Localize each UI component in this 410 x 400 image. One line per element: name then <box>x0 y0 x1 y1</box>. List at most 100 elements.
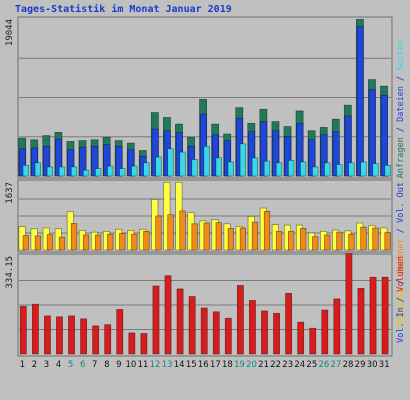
rechner-bar <box>34 235 41 251</box>
seiten-bar <box>239 143 246 177</box>
seiten-bar <box>300 161 307 177</box>
dateien-bar <box>224 140 232 177</box>
legend-entry: Anfragen <box>396 137 406 178</box>
dateien-bar <box>43 146 51 177</box>
volumen-bar <box>224 317 232 355</box>
seiten-bar <box>384 164 391 177</box>
y-max-label-volume: 334.15 <box>5 256 15 289</box>
rechner-bar <box>95 234 102 251</box>
day-label: 31 <box>379 360 390 370</box>
day-label: 7 <box>92 360 97 370</box>
legend-entry: / <box>396 71 406 86</box>
seiten-bar <box>215 157 222 177</box>
volumen-bar <box>285 292 293 355</box>
legend-entry: Vol. Out <box>396 182 406 223</box>
volumen-bar <box>273 312 280 355</box>
rechner-bar <box>179 210 186 251</box>
seiten-bar <box>58 166 66 177</box>
day-label: 8 <box>104 360 109 370</box>
volumen-bar <box>188 296 196 355</box>
day-label: 23 <box>282 360 293 370</box>
rechner-bar <box>384 232 391 251</box>
rechner-bar <box>119 233 126 251</box>
seiten-bar <box>179 151 186 177</box>
day-label: 20 <box>246 360 257 370</box>
volumen-bar <box>249 300 256 355</box>
day-label: 27 <box>331 360 342 370</box>
seiten-bar <box>95 168 102 177</box>
day-label: 9 <box>116 360 121 370</box>
volumen-bar <box>31 303 39 355</box>
rechner-bar <box>312 236 319 251</box>
rechner-bar <box>372 227 379 251</box>
seiten-bar <box>22 164 29 177</box>
volumen-bar <box>321 309 329 355</box>
rechner-bar <box>300 228 307 251</box>
dateien-bar <box>260 121 268 177</box>
day-label: 26 <box>318 360 329 370</box>
seiten-bar <box>119 168 126 177</box>
volumen-bar <box>19 305 27 355</box>
rechner-bar <box>227 228 234 251</box>
rechner-bar <box>288 231 295 251</box>
day-label: 10 <box>126 360 137 370</box>
rechner-bar <box>275 231 283 251</box>
day-label: 29 <box>355 360 366 370</box>
rechner-bar <box>239 227 246 251</box>
volumen-bar <box>116 309 124 355</box>
seiten-bar <box>251 157 259 177</box>
rechner-bar <box>155 215 162 251</box>
dateien-bar <box>308 139 316 177</box>
day-label: 4 <box>56 360 61 370</box>
legend-entry: Vol. In <box>396 307 406 343</box>
seiten-bar <box>191 159 198 177</box>
seiten-bar <box>227 161 234 177</box>
rechner-bar <box>167 214 174 251</box>
dateien-bar <box>31 147 39 177</box>
dateien-bar <box>127 149 135 177</box>
rechner-bar <box>58 236 66 251</box>
volumen-bar <box>164 275 172 355</box>
volumen-bar <box>80 318 87 355</box>
dateien-bar <box>380 94 388 177</box>
seiten-bar <box>324 162 331 177</box>
dateien-bar <box>332 131 340 177</box>
dateien-bar <box>284 136 292 177</box>
seiten-bar <box>360 161 367 177</box>
rechner-bar <box>203 222 210 251</box>
seiten-bar <box>167 148 174 177</box>
rechner-bar <box>70 223 78 251</box>
rechner-bar <box>215 222 222 251</box>
day-label: 21 <box>258 360 269 370</box>
dateien-bar <box>115 146 123 177</box>
seiten-bar <box>348 162 355 177</box>
chart-title: Tages-Statistik im Monat Januar 2019 <box>15 4 232 15</box>
day-label: 5 <box>68 360 73 370</box>
rechner-bar <box>46 234 54 251</box>
legend-entry: / <box>396 223 406 238</box>
seiten-bar <box>155 156 162 177</box>
volumen-bar <box>92 325 100 355</box>
dateien-bar <box>344 115 352 177</box>
dateien-bar <box>248 131 256 177</box>
rechner-bar <box>336 231 343 251</box>
dateien-bar <box>368 89 376 177</box>
volumen-bar <box>68 315 75 355</box>
legend-entry: / <box>396 292 406 307</box>
seiten-bar <box>83 169 90 177</box>
day-label: 28 <box>343 360 354 370</box>
day-label: 3 <box>44 360 49 370</box>
rechner-bar <box>131 233 138 251</box>
legend-volume: Vol. In / Volumen <box>396 256 406 343</box>
rechner-bar <box>83 234 90 251</box>
volumen-bar <box>236 285 244 355</box>
rechner-bar <box>360 226 367 251</box>
legend-visits: Besuche / Rechner / Vol. Out <box>396 182 406 325</box>
y-max-label-visits: 1637 <box>5 182 15 204</box>
dateien-bar <box>356 26 364 177</box>
volumen-bar <box>128 332 136 355</box>
volumen-bar <box>44 315 51 355</box>
y-max-label-requests: 19044 <box>5 19 15 46</box>
